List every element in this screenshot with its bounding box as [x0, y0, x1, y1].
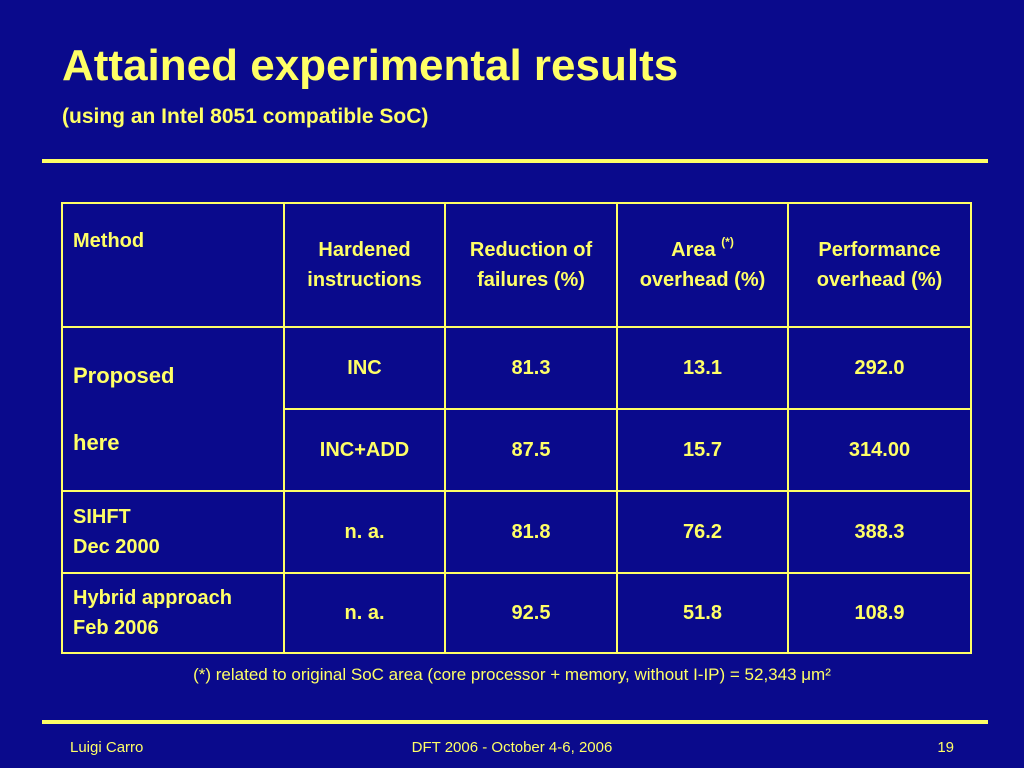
- method-date: Dec 2000: [73, 536, 160, 558]
- table-row: Hybrid approach Feb 2006 n. a. 92.5 51.8 …: [61, 572, 972, 654]
- area-cell: 13.1: [616, 326, 789, 410]
- performance-cell: 108.9: [787, 572, 972, 654]
- footer-conference: DFT 2006 - October 4-6, 2006: [411, 739, 613, 756]
- performance-cell: 388.3: [787, 490, 972, 574]
- reduction-cell: 92.5: [444, 572, 618, 654]
- slide-title: Attained experimental results: [62, 41, 679, 90]
- header-hardened: Hardened instructions: [283, 202, 446, 328]
- header-area: Area (*) overhead (%): [616, 202, 789, 328]
- header-method: Method: [61, 202, 285, 328]
- method-name: Hybrid approach: [73, 587, 232, 609]
- header-performance: Performance overhead (%): [787, 202, 972, 328]
- table-row: SIHFT Dec 2000 n. a. 81.8 76.2 388.3: [61, 490, 972, 574]
- table-row: INC+ADD 87.5 15.7 314.00: [62, 408, 972, 492]
- reduction-cell: 81.3: [444, 326, 618, 410]
- method-name: SIHFT: [73, 506, 131, 528]
- header-area-label-line2: overhead (%): [639, 269, 766, 291]
- reduction-cell: 81.8: [444, 490, 618, 574]
- area-cell: 51.8: [616, 572, 789, 654]
- table-row: Proposed here INC 81.3 13.1 292.0: [61, 326, 972, 492]
- header-reduction: Reduction of failures (%): [444, 202, 618, 328]
- hardened-cell: n. a.: [283, 572, 446, 654]
- page-number: 19: [937, 739, 954, 756]
- performance-cell: 314.00: [787, 408, 972, 492]
- method-date: Feb 2006: [73, 617, 159, 639]
- top-divider: [42, 159, 988, 163]
- method-cell-sihft: SIHFT Dec 2000: [61, 490, 285, 574]
- reduction-cell: 87.5: [444, 408, 618, 492]
- method-name-line2: here: [73, 430, 120, 455]
- header-area-label: Area: [671, 239, 716, 261]
- footer-author: Luigi Carro: [70, 739, 144, 756]
- method-cell-proposed: Proposed here: [61, 326, 285, 492]
- footnote: (*) related to original SoC area (core p…: [193, 665, 831, 684]
- header-area-footnote-mark: (*): [721, 235, 734, 249]
- method-cell-hybrid: Hybrid approach Feb 2006: [61, 572, 285, 654]
- hardened-cell: INC+ADD: [283, 408, 446, 492]
- hardened-cell: INC: [283, 326, 446, 410]
- results-table: Method Hardened instructions Reduction o…: [61, 202, 972, 654]
- bottom-divider: [42, 720, 988, 724]
- performance-cell: 292.0: [787, 326, 972, 410]
- area-cell: 15.7: [616, 408, 789, 492]
- hardened-cell: n. a.: [283, 490, 446, 574]
- method-name: Proposed: [73, 363, 175, 388]
- area-cell: 76.2: [616, 490, 789, 574]
- table-header-row: Method Hardened instructions Reduction o…: [61, 202, 972, 328]
- slide-subtitle: (using an Intel 8051 compatible SoC): [62, 105, 429, 128]
